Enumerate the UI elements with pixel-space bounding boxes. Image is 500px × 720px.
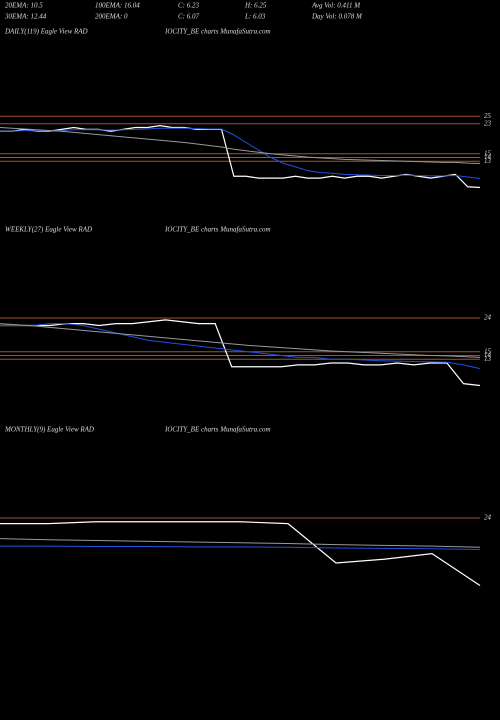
panel-title: DAILY(119) Eagle View RAD — [4, 28, 88, 36]
y-tick-label: 23 — [484, 119, 492, 127]
y-tick-label: 13 — [484, 157, 492, 165]
series-line — [0, 545, 481, 550]
series-line — [0, 538, 481, 548]
header-stat: L: 6.03 — [244, 13, 266, 21]
header-stat: C: 6.23 — [178, 2, 200, 10]
y-tick-label: 13 — [484, 355, 492, 363]
y-tick-label: 14 — [484, 153, 492, 161]
panel-subtitle: IOCITY_BE charts MunafaSutra.com — [164, 28, 271, 36]
series-line — [0, 319, 481, 387]
series-line — [0, 125, 481, 189]
header-stat: C: 6.07 — [178, 13, 200, 21]
y-tick-label: 14 — [484, 351, 492, 359]
header-stat: 200EMA: 0 — [95, 13, 128, 21]
series-line — [0, 127, 481, 164]
series-line — [0, 521, 481, 586]
panel-title: MONTHLY(9) Eagle View RAD — [4, 426, 94, 434]
header-stat: 100EMA: 16.04 — [95, 2, 140, 10]
y-tick-label: 15 — [484, 347, 492, 355]
header-stat: 20EMA: 10.5 — [5, 2, 43, 10]
y-tick-label: 24 — [484, 514, 492, 522]
series-line — [0, 323, 481, 358]
series-line — [0, 127, 481, 179]
panel-subtitle: IOCITY_BE charts MunafaSutra.com — [164, 226, 271, 234]
y-tick-label: 25 — [484, 112, 492, 120]
header-stat: Avg Vol: 0.411 M — [311, 2, 361, 10]
header-stat: 30EMA: 12.44 — [4, 13, 47, 21]
panel-title: WEEKLY(27) Eagle View RAD — [5, 226, 92, 234]
header-stat: Day Vol: 0.078 M — [311, 13, 363, 21]
panel-subtitle: IOCITY_BE charts MunafaSutra.com — [164, 426, 271, 434]
header-stat: H: 6.25 — [244, 2, 267, 10]
y-tick-label: 15 — [484, 149, 492, 157]
y-tick-label: 24 — [484, 314, 492, 322]
series-line — [0, 323, 481, 370]
